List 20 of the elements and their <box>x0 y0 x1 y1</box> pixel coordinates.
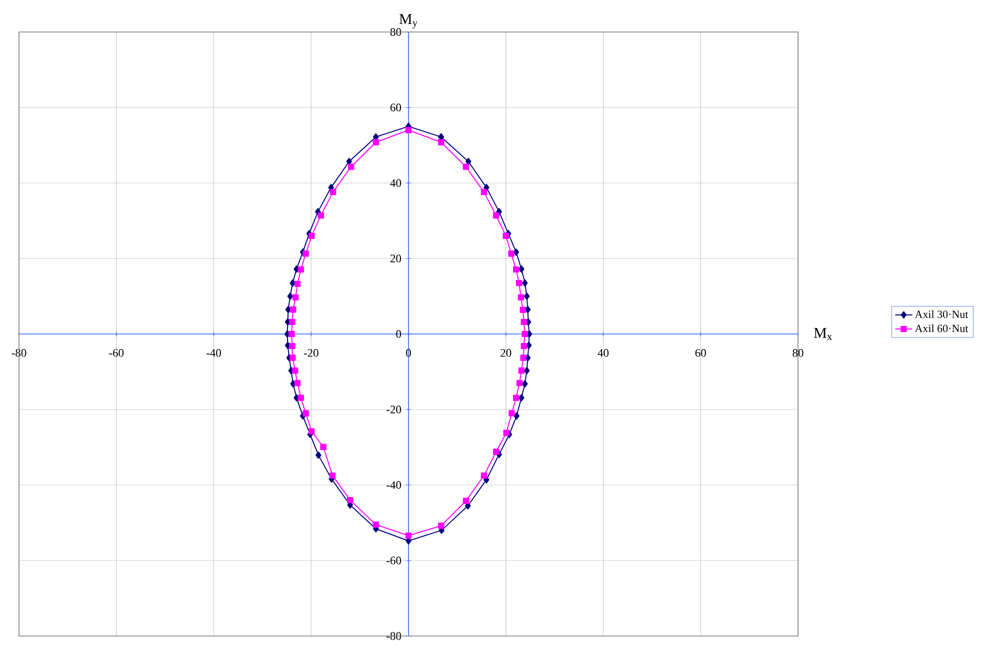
x-tick-label: -60 <box>109 349 124 357</box>
x-tick-label: 80 <box>792 349 804 357</box>
y-axis-title: M$_{y}$ <box>399 14 418 28</box>
y-tick-label: 60 <box>390 104 402 112</box>
y-tick-label: 80 <box>390 28 402 36</box>
x-tick-label: 20 <box>500 349 512 357</box>
x-tick-label: -80 <box>12 349 26 357</box>
y-tick-label: -60 <box>386 556 402 564</box>
x-tick-label: -40 <box>206 349 221 357</box>
x-tick-label: 40 <box>598 349 609 357</box>
y-tick-label: 20 <box>390 254 402 262</box>
legend-label: Axil 30·Nut <box>914 310 968 318</box>
y-tick-label: -80 <box>386 632 402 640</box>
y-tick-label: -20 <box>386 406 402 414</box>
legend-label: Axil 60·Nut <box>914 324 968 332</box>
x-axis-title: M$_{x}$ <box>814 328 832 340</box>
x-tick-label: -20 <box>304 349 318 357</box>
y-tick-label: 40 <box>390 179 402 187</box>
x-tick-label: 60 <box>695 349 706 357</box>
y-tick-label: -40 <box>386 481 402 489</box>
